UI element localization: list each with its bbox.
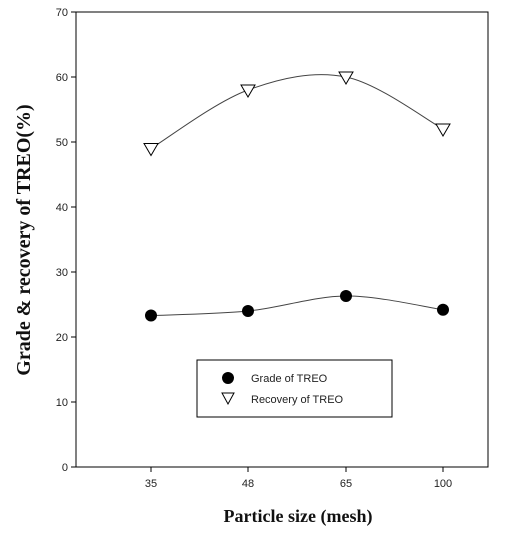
x-tick-label: 65 (340, 478, 352, 490)
data-point-recovery (143, 143, 159, 157)
data-point-grade (145, 309, 157, 322)
legend-marker-grade (222, 372, 234, 384)
y-tick-label: 10 (56, 397, 68, 409)
y-tick-label: 50 (56, 137, 68, 149)
legend-label-recovery: Recovery of TREO (251, 394, 344, 406)
x-axis: 35 48 65 100 (145, 467, 452, 490)
y-tick-label: 40 (56, 202, 68, 214)
x-tick-label: 35 (145, 478, 157, 490)
series-line-grade (150, 295, 444, 317)
data-point-recovery (435, 123, 451, 137)
data-point-grade (340, 290, 352, 303)
y-axis: 0 10 20 30 40 50 60 70 (56, 7, 76, 474)
data-point-grade (242, 305, 254, 317)
data-point-recovery (338, 71, 354, 85)
legend-marker-recovery (221, 392, 235, 406)
series-curves (150, 74, 444, 317)
data-point-recovery (240, 84, 256, 98)
series-line-recovery (150, 74, 444, 149)
y-tick-label: 70 (56, 7, 68, 19)
y-tick-label: 60 (56, 72, 68, 84)
legend: Grade of TREO Recovery of TREO (196, 359, 393, 418)
plot-area (75, 11, 489, 468)
series-markers (143, 71, 451, 322)
legend-box (196, 359, 393, 418)
legend-label-grade: Grade of TREO (251, 373, 328, 385)
data-point-grade (437, 303, 449, 316)
y-tick-label: 30 (56, 267, 68, 279)
y-tick-label: 0 (62, 462, 68, 474)
x-axis-title: Particle size (mesh) (224, 506, 373, 527)
x-tick-label: 48 (242, 478, 254, 490)
x-tick-label: 100 (434, 478, 452, 490)
y-tick-label: 20 (56, 332, 68, 344)
y-axis-title: Grade & recovery of TREO(%) (13, 104, 35, 375)
